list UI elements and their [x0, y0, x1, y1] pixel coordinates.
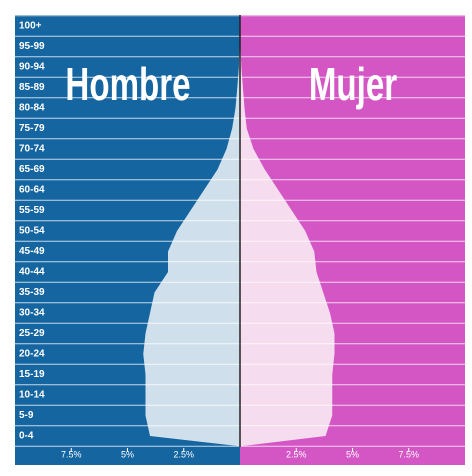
x-tick-label: 5%: [346, 449, 359, 459]
x-tick-label: 7.5%: [398, 449, 419, 459]
pyramid-area: [240, 15, 335, 447]
age-label: 85-89: [19, 82, 45, 93]
age-label: 90-94: [19, 62, 45, 73]
pyramid-area: [143, 15, 240, 447]
legend-title: Hombre: [65, 60, 190, 110]
age-label: 65-69: [19, 164, 45, 175]
age-label: 20-24: [19, 349, 45, 360]
age-label: 30-34: [19, 308, 45, 319]
age-label: 60-64: [19, 185, 45, 196]
age-label: 45-49: [19, 246, 45, 257]
age-label: 100+: [19, 21, 42, 32]
age-label: 70-74: [19, 144, 45, 155]
x-tick-label: 7.5%: [61, 449, 82, 459]
age-label: 25-29: [19, 328, 45, 339]
x-tick-label: 2.5%: [173, 449, 194, 459]
age-label: 80-84: [19, 103, 45, 114]
age-label: 75-79: [19, 123, 45, 134]
age-label: 95-99: [19, 41, 45, 52]
age-label: 55-59: [19, 205, 45, 216]
age-label: 5-9: [19, 410, 34, 421]
age-label: 40-44: [19, 267, 45, 278]
x-tick-label: 2.5%: [286, 449, 307, 459]
age-label: 50-54: [19, 226, 45, 237]
age-label: 0-4: [19, 431, 34, 442]
x-tick-label: 5%: [121, 449, 134, 459]
legend-title: Mujer: [309, 60, 397, 110]
age-label: 15-19: [19, 369, 45, 380]
age-label: 35-39: [19, 287, 45, 298]
age-label: 10-14: [19, 390, 45, 401]
